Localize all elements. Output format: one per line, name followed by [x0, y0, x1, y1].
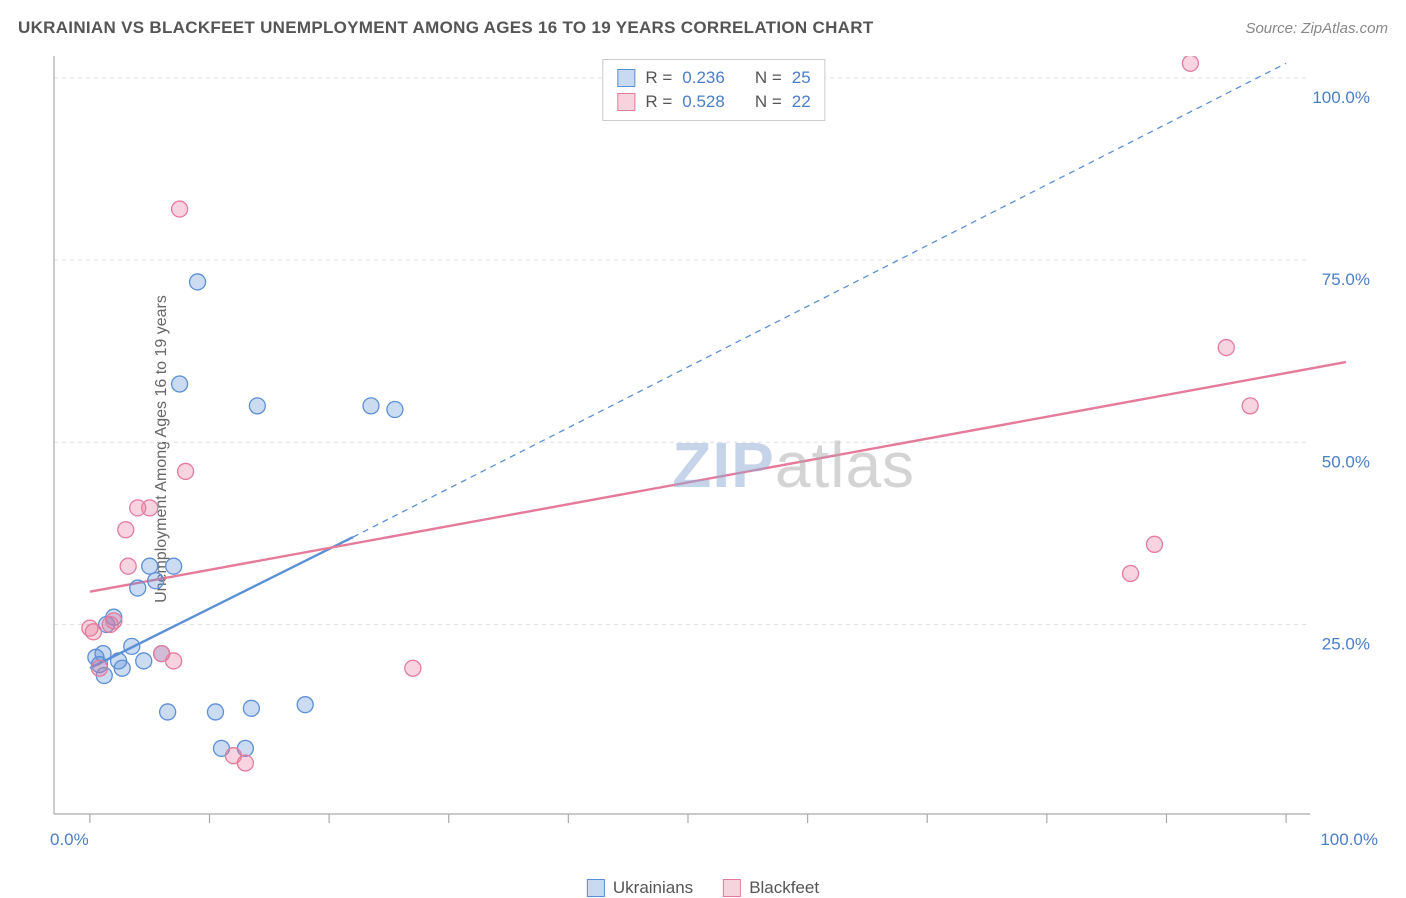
legend-swatch-blackfeet: [723, 879, 741, 897]
legend-label-ukrainians: Ukrainians: [613, 878, 693, 898]
stats-row-blackfeet: R = 0.528 N = 22: [617, 90, 810, 114]
n-value-blackfeet: 22: [792, 92, 811, 112]
x-axis-end-labels: 0.0% 100.0%: [50, 830, 1378, 850]
chart-title: UKRAINIAN VS BLACKFEET UNEMPLOYMENT AMON…: [18, 18, 874, 38]
svg-text:25.0%: 25.0%: [1322, 635, 1370, 654]
r-label: R =: [645, 68, 672, 88]
svg-text:50.0%: 50.0%: [1322, 452, 1370, 471]
series-legend: Ukrainians Blackfeet: [587, 878, 819, 898]
x-max-label: 100.0%: [1320, 830, 1378, 850]
legend-item-ukrainians: Ukrainians: [587, 878, 693, 898]
chart-area: Unemployment Among Ages 16 to 19 years 2…: [50, 56, 1378, 842]
stats-row-ukrainians: R = 0.236 N = 25: [617, 66, 810, 90]
n-label: N =: [755, 92, 782, 112]
scatter-plot: 25.0% 50.0% 75.0% 100.0%: [50, 56, 1378, 842]
svg-text:100.0%: 100.0%: [1312, 88, 1370, 107]
n-value-ukrainians: 25: [792, 68, 811, 88]
swatch-blackfeet: [617, 93, 635, 111]
svg-text:75.0%: 75.0%: [1322, 270, 1370, 289]
r-label: R =: [645, 92, 672, 112]
r-value-ukrainians: 0.236: [682, 68, 725, 88]
legend-item-blackfeet: Blackfeet: [723, 878, 819, 898]
correlation-stats-legend: R = 0.236 N = 25 R = 0.528 N = 22: [602, 59, 825, 121]
n-label: N =: [755, 68, 782, 88]
chart-source: Source: ZipAtlas.com: [1245, 20, 1388, 37]
legend-label-blackfeet: Blackfeet: [749, 878, 819, 898]
x-min-label: 0.0%: [50, 830, 89, 850]
legend-swatch-ukrainians: [587, 879, 605, 897]
r-value-blackfeet: 0.528: [682, 92, 725, 112]
chart-header: UKRAINIAN VS BLACKFEET UNEMPLOYMENT AMON…: [18, 18, 1388, 38]
swatch-ukrainians: [617, 69, 635, 87]
